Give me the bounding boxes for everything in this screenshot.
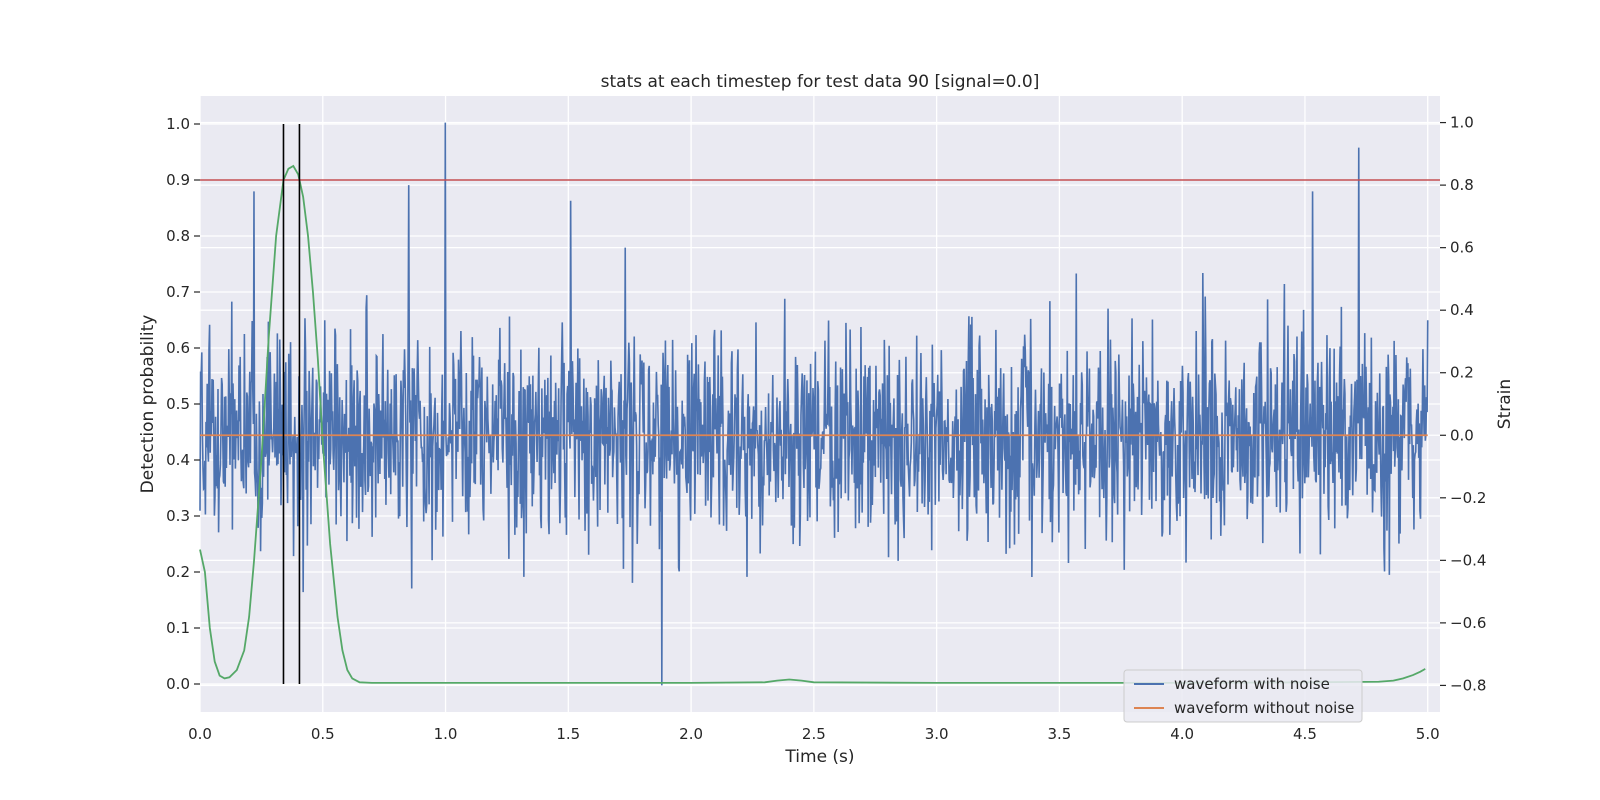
- plot-area: [199, 122, 1440, 686]
- axes: 0.0 0.5 1.0 1.5 2.0 2.5 3.0 3.5 4.0 4.5 5.0 0.0 0.1 0…: [166, 114, 1486, 743]
- x-tick-label: 3.5: [1047, 725, 1071, 743]
- x-axis-label: Time (s): [784, 747, 854, 767]
- y-tick-label: 0.8: [166, 227, 190, 245]
- y-tick-label: 0.4: [166, 451, 190, 469]
- x-tick-label: 1.5: [556, 725, 580, 743]
- chart-title: stats at each timestep for test data 90 …: [601, 72, 1040, 92]
- y-tick-label: 0.5: [166, 395, 190, 413]
- y-tick-label: 0.7: [166, 283, 190, 301]
- x-tick-label: 0.0: [188, 725, 212, 743]
- y2-tick-label: 0.0: [1450, 426, 1474, 444]
- y2-tick-label: −0.8: [1450, 676, 1486, 694]
- y2-tick-label: 0.2: [1450, 364, 1474, 382]
- legend-box: [1123, 669, 1363, 723]
- y2-tick-label: −0.4: [1450, 551, 1486, 569]
- y-tick-label: 0.9: [166, 171, 190, 189]
- x-tick-label: 2.0: [679, 725, 703, 743]
- y2-tick-label: −0.2: [1450, 489, 1486, 507]
- y2-tick-label: 0.6: [1450, 239, 1474, 257]
- x-tick-label: 0.5: [311, 725, 335, 743]
- y-tick-label: 0.6: [166, 339, 190, 357]
- y2-tick-label: 0.4: [1450, 301, 1474, 319]
- x-tick-label: 4.0: [1170, 725, 1194, 743]
- series-waveform-with-noise: [199, 122, 1429, 686]
- x-tick-label: 1.0: [434, 725, 458, 743]
- x-tick-label: 5.0: [1416, 725, 1440, 743]
- legend-label-waveform-with-noise: waveform with noise: [1174, 675, 1330, 693]
- y2-axis-label: Strain: [1495, 379, 1515, 429]
- legend-label-waveform-without-noise: waveform without noise: [1174, 699, 1354, 717]
- y-tick-label: 1.0: [166, 115, 190, 133]
- x-tick-label: 4.5: [1293, 725, 1317, 743]
- x-tick-label: 3.0: [925, 725, 949, 743]
- legend: waveform with noise waveform without noi…: [1123, 669, 1363, 723]
- y-axis-label: Detection probability: [138, 315, 158, 494]
- series-line-2: [199, 164, 1426, 684]
- x-tick-label: 2.5: [802, 725, 826, 743]
- y2-tick-label: −0.6: [1450, 614, 1486, 632]
- y-tick-label: 0.2: [166, 563, 190, 581]
- y-tick-label: 0.3: [166, 507, 190, 525]
- y2-tick-label: 1.0: [1450, 114, 1474, 132]
- y-tick-label: 0.1: [166, 619, 190, 637]
- y-tick-label: 0.0: [166, 675, 190, 693]
- y2-tick-label: 0.8: [1450, 176, 1474, 194]
